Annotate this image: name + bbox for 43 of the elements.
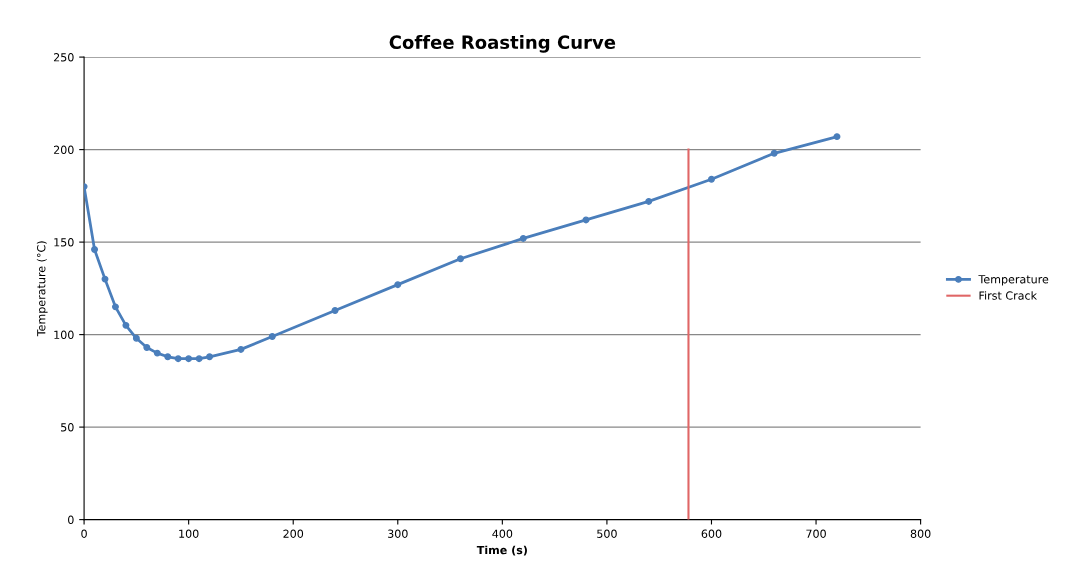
- point: [91, 246, 99, 253]
- point: [143, 344, 151, 352]
- y-tick-label: 100: [54, 330, 74, 339]
- y-tick-label: 200: [53, 145, 74, 154]
- point: [164, 353, 172, 361]
- chart-title: Coffee Roasting Curve: [389, 35, 616, 53]
- legend-label: First Crack: [979, 291, 1038, 300]
- y-axis-title: Temperature (°C): [36, 241, 48, 337]
- point: [111, 303, 119, 311]
- point: [174, 355, 182, 363]
- point: [770, 149, 778, 157]
- x-tick-label: 300: [388, 529, 408, 538]
- x-tick-label: 700: [806, 529, 826, 538]
- x-tick-label: 800: [910, 529, 931, 538]
- y-tick-label: 50: [61, 423, 74, 432]
- x-tick-label: 600: [701, 529, 722, 538]
- point: [645, 197, 653, 205]
- x-tick-label: 0: [81, 529, 87, 538]
- point: [833, 133, 841, 141]
- y-tick-label: 150: [54, 238, 74, 247]
- x-axis-title: Time (s): [476, 545, 527, 556]
- y-tick-label: 0: [68, 515, 74, 524]
- point: [132, 334, 140, 342]
- y-tick-label: 250: [53, 53, 74, 62]
- point: [708, 175, 715, 183]
- point: [268, 332, 276, 340]
- point: [122, 321, 130, 329]
- legend-label: Temperature: [978, 275, 1049, 286]
- point: [331, 307, 339, 315]
- point: [457, 255, 464, 263]
- x-tick-label: 100: [179, 529, 199, 538]
- point: [519, 234, 527, 242]
- point: [394, 281, 402, 289]
- x-tick-label: 400: [492, 529, 513, 538]
- point: [206, 353, 214, 361]
- x-tick-label: 200: [283, 529, 304, 538]
- point: [195, 355, 203, 363]
- point: [185, 355, 193, 363]
- point: [237, 345, 245, 353]
- x-tick-label: 500: [597, 529, 617, 538]
- point: [101, 275, 109, 283]
- point: [153, 349, 161, 357]
- point: [582, 216, 590, 224]
